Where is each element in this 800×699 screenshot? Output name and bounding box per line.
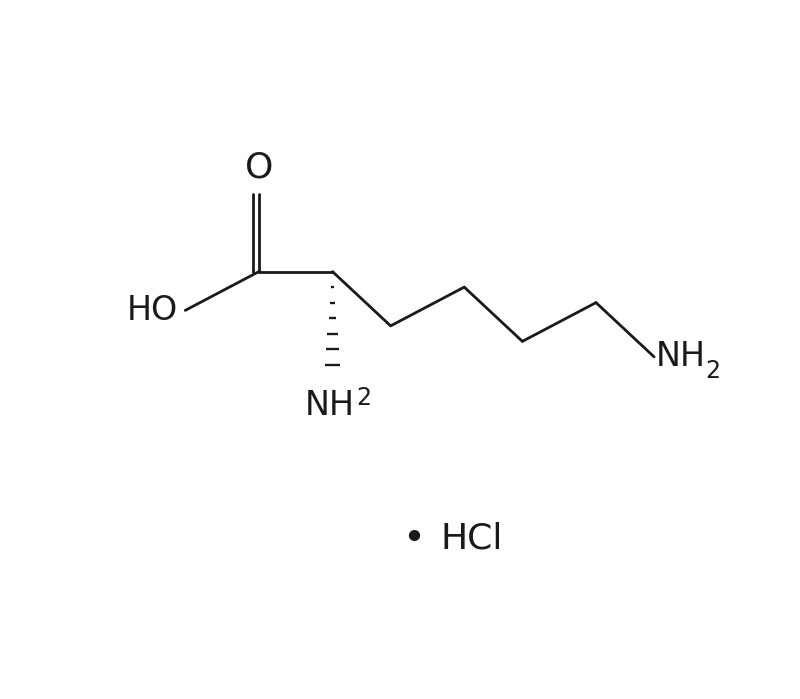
Text: 2: 2	[706, 359, 721, 383]
Text: 2: 2	[356, 386, 371, 410]
Text: O: O	[245, 150, 273, 184]
Text: HO: HO	[126, 294, 178, 327]
Text: •: •	[402, 520, 426, 558]
Text: NH: NH	[656, 340, 706, 373]
Text: HCl: HCl	[441, 522, 503, 556]
Text: NH: NH	[305, 389, 355, 422]
